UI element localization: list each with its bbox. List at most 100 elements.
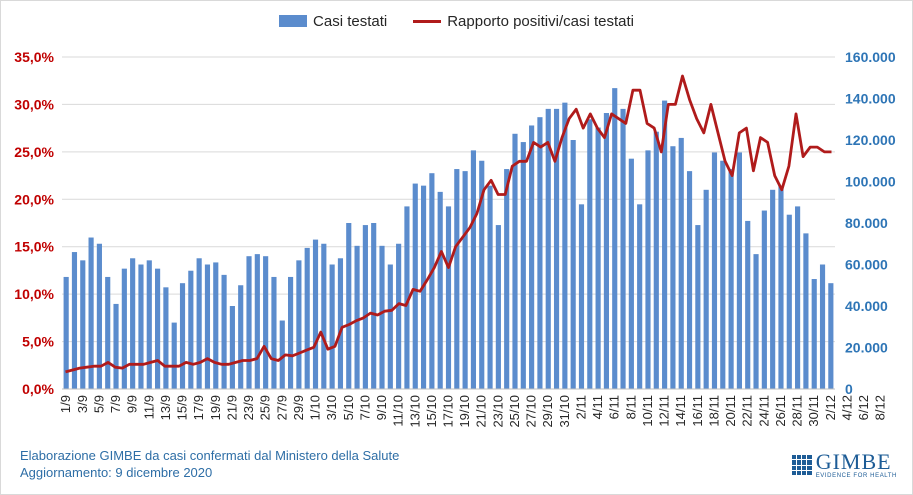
y-right-tick-label: 0 bbox=[845, 381, 853, 397]
y-left-tick-label: 5,0% bbox=[22, 334, 54, 350]
x-tick-label: 5/10 bbox=[341, 395, 356, 420]
bar bbox=[454, 169, 460, 389]
y-right-tick-label: 60.000 bbox=[845, 257, 888, 273]
bar bbox=[678, 137, 684, 389]
x-tick-label: 11/10 bbox=[391, 395, 406, 427]
bar bbox=[271, 276, 277, 389]
footer-source: Elaborazione GIMBE da casi confermati da… bbox=[20, 448, 400, 463]
bar bbox=[263, 256, 269, 389]
x-tick-label: 27/9 bbox=[274, 395, 289, 420]
x-tick-label: 31/10 bbox=[557, 395, 572, 428]
legend-bar-swatch bbox=[279, 15, 308, 27]
x-tick-label: 21/9 bbox=[224, 395, 239, 420]
x-tick-label: 9/9 bbox=[125, 395, 140, 413]
bar bbox=[304, 247, 310, 389]
logo-text: GIMBE EVIDENCE FOR HEALTH bbox=[815, 451, 897, 480]
bar bbox=[296, 260, 302, 389]
logo-tagline: EVIDENCE FOR HEALTH bbox=[815, 473, 897, 479]
y-right-tick-label: 120.000 bbox=[845, 132, 896, 148]
x-tick-label: 13/9 bbox=[158, 395, 173, 420]
bar bbox=[745, 220, 751, 389]
x-tick-label: 6/12 bbox=[856, 395, 871, 420]
bar bbox=[670, 146, 676, 389]
x-tick-label: 20/11 bbox=[723, 395, 738, 427]
bar bbox=[287, 276, 294, 389]
y-left-tick-label: 25,0% bbox=[14, 144, 54, 160]
bar bbox=[819, 264, 826, 389]
bar bbox=[562, 102, 568, 390]
bar bbox=[545, 108, 551, 389]
footer-update: Aggiornamento: 9 dicembre 2020 bbox=[20, 465, 213, 480]
y-right-tick-label: 160.000 bbox=[845, 49, 896, 65]
legend-line-label: Rapporto positivi/casi testati bbox=[447, 12, 634, 30]
y-right-tick-label: 80.000 bbox=[845, 215, 888, 231]
bar bbox=[495, 225, 501, 389]
bar bbox=[587, 119, 593, 389]
bar bbox=[354, 245, 360, 389]
bar bbox=[105, 276, 111, 389]
bar bbox=[686, 171, 693, 389]
bar bbox=[529, 125, 535, 389]
chart-footer: Elaborazione GIMBE da casi confermati da… bbox=[20, 447, 399, 481]
bar bbox=[695, 225, 701, 389]
positivity-line bbox=[65, 74, 832, 374]
bar bbox=[146, 260, 152, 389]
bar bbox=[387, 264, 393, 389]
x-tick-label: 3/9 bbox=[75, 395, 90, 413]
y-left-tick-label: 35,0% bbox=[14, 49, 54, 65]
x-tick-label: 2/12 bbox=[823, 395, 838, 420]
bar bbox=[711, 152, 718, 389]
x-tick-label: 17/9 bbox=[191, 395, 206, 420]
bar bbox=[429, 173, 435, 389]
bar bbox=[479, 160, 485, 389]
bar bbox=[445, 206, 452, 389]
x-tick-label: 19/10 bbox=[457, 395, 472, 428]
bar bbox=[312, 239, 319, 389]
bar bbox=[63, 276, 69, 389]
bar bbox=[346, 223, 352, 389]
x-tick-label: 21/10 bbox=[474, 395, 489, 428]
gimbe-logo: GIMBE EVIDENCE FOR HEALTH bbox=[791, 451, 897, 480]
x-tick-label: 7/10 bbox=[357, 395, 372, 420]
y-right-tick-label: 100.000 bbox=[845, 174, 896, 190]
x-tick-label: 2/11 bbox=[573, 395, 588, 419]
bar bbox=[371, 223, 377, 389]
bar bbox=[487, 185, 493, 389]
bar bbox=[279, 320, 285, 389]
x-tick-label: 11/9 bbox=[141, 395, 156, 419]
bar bbox=[437, 191, 443, 389]
bar bbox=[204, 264, 211, 389]
x-tick-label: 27/10 bbox=[524, 395, 539, 428]
bar bbox=[612, 88, 618, 389]
bar bbox=[504, 169, 510, 389]
bar bbox=[620, 108, 626, 389]
bar bbox=[462, 171, 468, 389]
bar bbox=[786, 214, 792, 389]
x-tick-label: 13/10 bbox=[407, 395, 422, 428]
y-left-tick-label: 10,0% bbox=[14, 286, 54, 302]
y-right-tick-label: 20.000 bbox=[845, 340, 888, 356]
bar bbox=[645, 150, 651, 389]
bar bbox=[603, 113, 610, 390]
x-tick-label: 28/11 bbox=[790, 395, 805, 427]
bar bbox=[720, 160, 726, 389]
bar bbox=[229, 306, 235, 389]
bar bbox=[179, 283, 186, 389]
bar bbox=[578, 204, 585, 389]
bar bbox=[321, 243, 327, 389]
bar bbox=[329, 264, 335, 389]
bar bbox=[728, 169, 734, 389]
x-tick-label: 4/12 bbox=[839, 395, 854, 420]
bar bbox=[470, 150, 477, 389]
x-tick-label: 23/10 bbox=[490, 395, 505, 428]
bar bbox=[238, 285, 244, 389]
bar bbox=[628, 158, 634, 389]
bar bbox=[71, 252, 78, 389]
bar bbox=[412, 183, 418, 389]
x-tick-label: 3/10 bbox=[324, 395, 339, 420]
x-tick-label: 1/10 bbox=[308, 395, 323, 420]
bar bbox=[396, 243, 402, 389]
bar bbox=[138, 264, 144, 389]
bar bbox=[637, 204, 643, 389]
bar bbox=[121, 268, 127, 389]
